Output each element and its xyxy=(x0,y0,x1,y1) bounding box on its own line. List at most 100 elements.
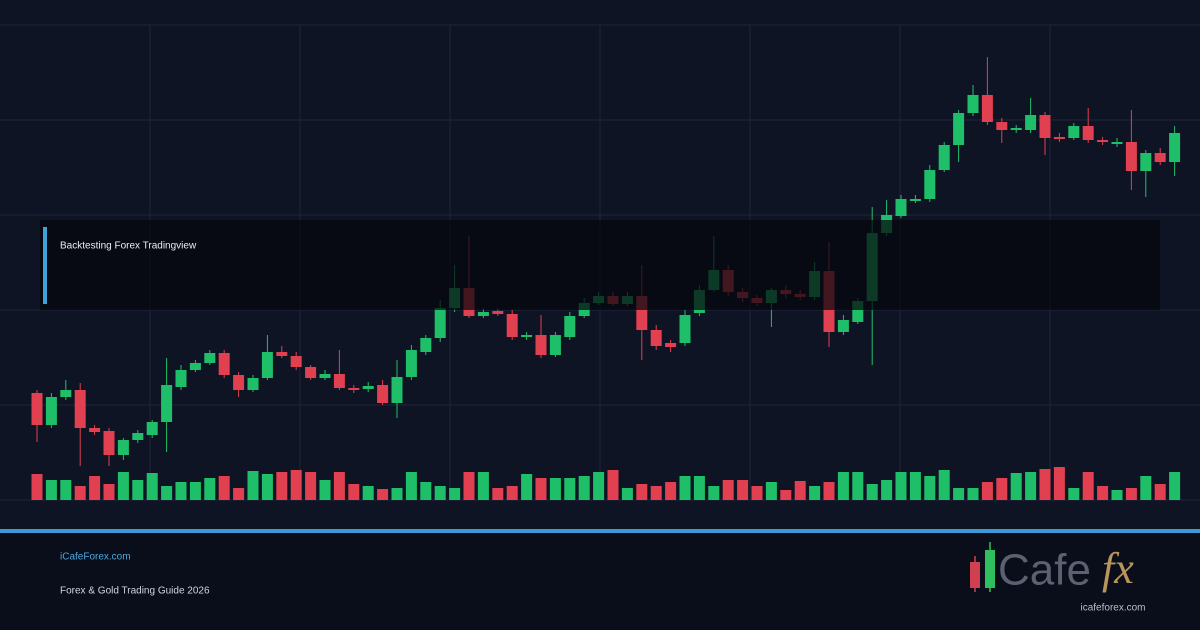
volume-bar xyxy=(434,486,446,500)
candle-body xyxy=(434,308,446,338)
candle-body xyxy=(506,314,518,337)
candle-body xyxy=(420,338,432,352)
volume-bar xyxy=(391,488,403,500)
volume-bar xyxy=(1068,488,1080,500)
logo-accent: fx xyxy=(1102,544,1134,593)
candle-body xyxy=(636,296,648,330)
candle-body xyxy=(981,95,993,122)
volume-bar xyxy=(895,472,907,500)
candle-body xyxy=(60,390,72,397)
candle-body xyxy=(967,95,979,113)
volume-bar xyxy=(362,486,374,500)
candle-body xyxy=(161,385,173,422)
candle-body xyxy=(535,335,547,355)
volume-bar xyxy=(693,476,705,500)
volume-bar xyxy=(1125,488,1137,500)
logo-icon xyxy=(970,542,995,592)
candle-body xyxy=(1154,153,1166,162)
candle-body xyxy=(477,312,489,316)
candle-body xyxy=(1097,140,1109,142)
volume-bar xyxy=(45,480,57,500)
candle-body xyxy=(909,199,921,201)
volume-bar xyxy=(708,486,720,500)
volume-bar xyxy=(765,482,777,500)
volume-bar xyxy=(233,488,245,500)
volume-bar xyxy=(74,486,86,500)
volume-bar xyxy=(809,486,821,500)
volume-bar xyxy=(1097,486,1109,500)
volume-bar xyxy=(953,488,965,500)
volume-bar xyxy=(420,482,432,500)
candle-body xyxy=(31,393,43,425)
volume-bar xyxy=(665,482,677,500)
title-overlay xyxy=(40,220,1160,310)
volume-bar xyxy=(261,474,273,500)
volume-bar xyxy=(146,473,158,500)
candle-body xyxy=(1053,137,1065,139)
candle-body xyxy=(1140,153,1152,171)
volume-bar xyxy=(477,472,489,500)
volume-bar xyxy=(823,482,835,500)
volume-bar xyxy=(650,486,662,500)
volume-bar xyxy=(1025,472,1037,500)
volume-bar xyxy=(405,472,417,500)
volume-bar xyxy=(305,472,317,500)
candle-body xyxy=(1111,142,1123,144)
volume-bar xyxy=(1010,473,1022,500)
candle-body xyxy=(564,316,576,337)
volume-bar xyxy=(377,489,389,500)
candle-body xyxy=(117,440,129,455)
candle-body xyxy=(1169,133,1181,162)
volume-bar xyxy=(89,476,101,500)
candle-body xyxy=(377,385,389,403)
candle-body xyxy=(1025,115,1037,130)
volume-bar xyxy=(636,484,648,500)
title-accent xyxy=(43,227,47,304)
volume-bar xyxy=(189,482,201,500)
candle-body xyxy=(45,397,57,425)
volume-bar xyxy=(449,488,461,500)
volume-bar xyxy=(881,480,893,500)
candle-body xyxy=(549,335,561,355)
candle-body xyxy=(1082,126,1094,140)
volume-bar xyxy=(751,486,763,500)
volume-bar xyxy=(607,470,619,500)
volume-bar xyxy=(996,478,1008,500)
footer-subtitle: Forex & Gold Trading Guide 2026 xyxy=(60,586,210,597)
volume-bar xyxy=(866,484,878,500)
candle-body xyxy=(175,370,187,387)
candle-body xyxy=(1039,115,1051,138)
volume-bar xyxy=(549,478,561,500)
candle-body xyxy=(290,356,302,367)
volume-bar xyxy=(578,476,590,500)
volume-bar xyxy=(981,482,993,500)
volume-bar xyxy=(1140,476,1152,500)
candle-body xyxy=(103,431,115,455)
volume-bar xyxy=(535,478,547,500)
volume-bar xyxy=(593,472,605,500)
candle-body xyxy=(1068,126,1080,138)
candle-body xyxy=(996,122,1008,130)
candle-body xyxy=(953,113,965,145)
volume-bar xyxy=(218,476,230,500)
footer-site: iCafeForex.com xyxy=(60,552,131,563)
candle-body xyxy=(665,343,677,347)
candle-body xyxy=(895,199,907,216)
volume-bar xyxy=(924,476,936,500)
volume-bar xyxy=(463,472,475,500)
volume-bar xyxy=(564,478,576,500)
volume-bar xyxy=(506,486,518,500)
volume-bar xyxy=(204,478,216,500)
volume-bar xyxy=(794,481,806,500)
candle-body xyxy=(247,378,259,390)
candle-body xyxy=(319,374,331,378)
candle-body xyxy=(146,422,158,435)
candle-body xyxy=(261,352,273,378)
volume-bar xyxy=(679,476,691,500)
candle-body xyxy=(391,377,403,403)
candle-body xyxy=(405,350,417,377)
candle-body xyxy=(305,367,317,378)
volume-bar xyxy=(852,472,864,500)
